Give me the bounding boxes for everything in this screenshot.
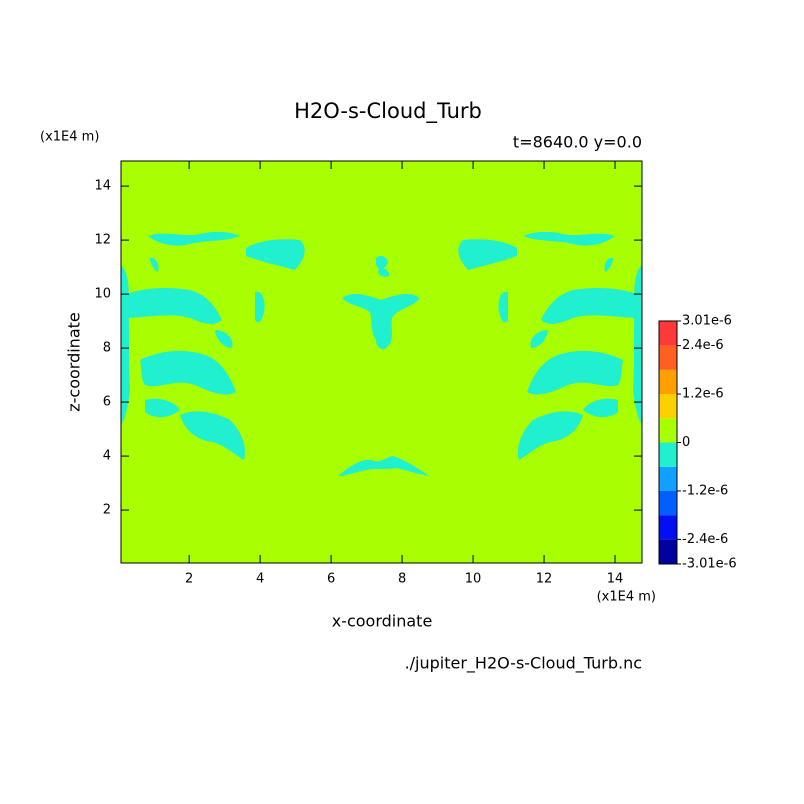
plot-area <box>121 161 642 563</box>
colorbar-tick-label: -1.2e-6 <box>682 483 728 498</box>
contour-region <box>541 288 642 324</box>
contour-region <box>145 398 180 418</box>
contour-region <box>376 255 388 270</box>
contour-region <box>342 294 420 350</box>
colorbar-bin <box>659 490 677 516</box>
colorbar-tick-label: 0 <box>682 435 690 450</box>
y-tick-label: 8 <box>103 341 111 356</box>
colorbar-bin <box>659 466 677 491</box>
x-tick-label: 14 <box>607 572 624 587</box>
contour-region <box>140 350 236 395</box>
y-axis-label: z-coordinate <box>65 312 84 412</box>
colorbar-tick-label: 2.4e-6 <box>682 338 724 353</box>
chart-subtitle: t=8640.0 y=0.0 <box>513 133 642 152</box>
contour-region <box>633 265 642 425</box>
contour-region <box>255 291 265 323</box>
contour-region <box>583 398 618 418</box>
colorbar-bin <box>659 394 677 419</box>
contour-region <box>338 456 430 476</box>
x-tick-label: 4 <box>256 572 264 587</box>
contour-region <box>378 268 390 277</box>
y-tick-label: 12 <box>94 233 111 248</box>
plot-frame <box>120 160 643 564</box>
contour-region <box>530 330 548 348</box>
y-unit: (x1E4 m) <box>40 130 99 145</box>
colorbar-bin <box>659 369 677 395</box>
x-tick-label: 12 <box>536 572 553 587</box>
contour-region <box>180 411 246 460</box>
colorbar-bin <box>659 418 677 443</box>
x-tick-label: 8 <box>398 572 406 587</box>
colorbar-tick-label: 3.01e-6 <box>682 314 732 329</box>
x-tick-label: 2 <box>185 572 193 587</box>
x-tick-label: 10 <box>465 572 482 587</box>
y-tick-label: 10 <box>94 287 111 302</box>
contour-region <box>150 257 159 272</box>
source-file: ./jupiter_H2O-s-Cloud_Turb.nc <box>405 654 642 674</box>
contour-group <box>458 231 642 460</box>
y-tick-label: 2 <box>103 503 111 518</box>
colorbar-bin <box>659 345 677 370</box>
contour-region <box>517 411 583 460</box>
contour-region <box>604 257 613 272</box>
contour-group <box>121 231 305 460</box>
contour-region <box>458 239 517 270</box>
colorbar-bin <box>659 539 677 564</box>
contour-region <box>498 291 508 323</box>
contour-region <box>121 265 130 425</box>
contour-region <box>527 350 623 395</box>
contour-region <box>148 231 240 246</box>
contour-region <box>121 288 222 324</box>
x-tick-label: 6 <box>327 572 335 587</box>
colorbar-bin <box>659 442 677 467</box>
colorbar-bin <box>659 515 677 540</box>
x-axis-label: x-coordinate <box>332 612 433 631</box>
colorbar-tick-label: 1.2e-6 <box>682 387 724 402</box>
y-tick-label: 6 <box>103 395 111 410</box>
contour-region <box>246 239 305 270</box>
colorbar-tick-label: -3.01e-6 <box>682 557 737 572</box>
contour-region <box>215 330 233 348</box>
contour-region <box>523 231 615 246</box>
y-tick-label: 4 <box>103 449 111 464</box>
x-unit: (x1E4 m) <box>597 590 656 605</box>
y-tick-label: 14 <box>94 179 111 194</box>
chart-title: H2O-s-Cloud_Turb <box>294 99 482 124</box>
colorbar-tick-label: -2.4e-6 <box>682 532 728 547</box>
colorbar-bin <box>659 321 677 346</box>
